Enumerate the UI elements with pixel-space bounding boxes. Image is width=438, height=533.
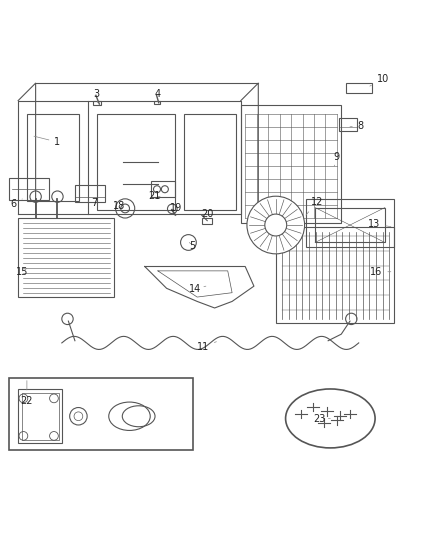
Text: 8: 8	[350, 121, 364, 131]
Bar	[346, 83, 372, 93]
Bar	[10, 178, 49, 200]
Text: 9: 9	[334, 152, 340, 166]
Text: 22: 22	[21, 381, 33, 406]
Text: 6: 6	[11, 199, 22, 209]
Text: 15: 15	[16, 266, 29, 277]
Bar	[315, 207, 385, 243]
Bar	[306, 199, 394, 247]
Text: 13: 13	[368, 219, 391, 229]
Text: 23: 23	[313, 414, 330, 424]
Circle shape	[247, 196, 304, 254]
Text: 20: 20	[201, 209, 213, 219]
Text: 5: 5	[189, 240, 196, 251]
Text: 14: 14	[189, 284, 206, 294]
Bar	[276, 227, 394, 323]
Bar	[10, 378, 193, 450]
Text: 11: 11	[197, 342, 216, 352]
Bar	[18, 389, 62, 443]
Bar	[75, 185, 106, 203]
Bar	[339, 118, 357, 131]
Bar	[97, 114, 175, 210]
Bar	[18, 219, 114, 297]
Text: 1: 1	[34, 136, 60, 147]
Text: 18: 18	[113, 201, 126, 211]
Text: 10: 10	[370, 74, 389, 86]
Text: 12: 12	[306, 197, 323, 215]
Text: 21: 21	[148, 191, 161, 201]
Circle shape	[265, 214, 287, 236]
Bar	[93, 101, 101, 105]
Text: 4: 4	[155, 88, 161, 101]
Text: 7: 7	[88, 198, 98, 208]
Bar	[202, 219, 212, 224]
Bar	[154, 101, 160, 104]
Text: 3: 3	[94, 88, 100, 103]
Bar	[241, 105, 341, 223]
Bar	[21, 393, 59, 440]
Bar	[184, 114, 237, 210]
Bar	[27, 114, 79, 201]
Text: 16: 16	[370, 266, 391, 277]
Bar	[151, 181, 175, 197]
Text: 19: 19	[170, 203, 182, 213]
